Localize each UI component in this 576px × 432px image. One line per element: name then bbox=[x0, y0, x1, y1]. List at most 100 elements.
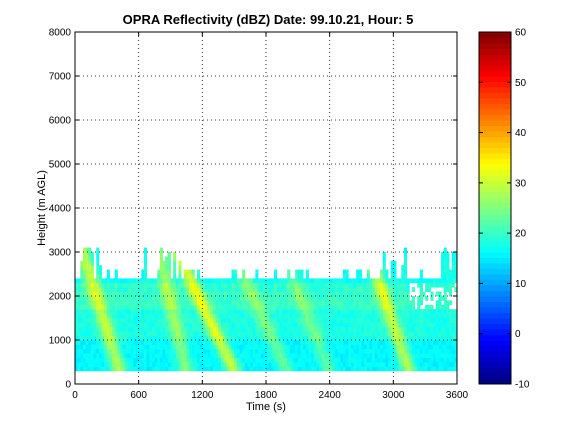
heatmap-cell bbox=[337, 313, 341, 319]
heatmap-cell bbox=[231, 278, 235, 284]
heatmap-cell bbox=[159, 366, 163, 372]
heatmap-cell bbox=[231, 318, 235, 323]
heatmap-cell bbox=[90, 362, 94, 367]
heatmap-cell bbox=[273, 340, 278, 345]
heatmap-cell bbox=[175, 278, 179, 284]
heatmap-cell bbox=[114, 282, 118, 288]
heatmap-cell bbox=[109, 357, 113, 363]
heatmap-cell bbox=[430, 357, 434, 363]
colorbar-segment bbox=[479, 202, 511, 209]
heatmap-cell bbox=[403, 287, 407, 292]
x-tick-label: 1800 bbox=[255, 390, 278, 401]
heatmap-cell bbox=[311, 344, 315, 350]
heatmap-cell bbox=[332, 318, 336, 323]
heatmap-cell bbox=[327, 282, 331, 288]
heatmap-cell bbox=[109, 362, 113, 367]
heatmap-cell bbox=[303, 326, 307, 332]
heatmap-cell bbox=[175, 282, 179, 288]
heatmap-cell bbox=[250, 291, 254, 297]
heatmap-cell bbox=[271, 335, 275, 341]
heatmap-cell bbox=[380, 335, 384, 341]
heatmap-cell bbox=[268, 357, 272, 363]
heatmap-cell bbox=[303, 344, 307, 350]
heatmap-cell bbox=[332, 282, 336, 288]
heatmap-cell bbox=[149, 304, 153, 310]
heatmap-cell bbox=[247, 331, 251, 336]
heatmap-cell bbox=[451, 340, 455, 345]
heatmap-cell bbox=[173, 252, 177, 257]
heatmap-cell bbox=[247, 357, 251, 363]
heatmap-cell bbox=[101, 357, 105, 363]
heatmap-cell bbox=[273, 366, 278, 372]
heatmap-cell bbox=[149, 322, 153, 328]
heatmap-cell bbox=[329, 278, 333, 284]
heatmap-cell bbox=[417, 282, 421, 288]
heatmap-cell bbox=[276, 313, 280, 319]
heatmap-cell bbox=[141, 278, 145, 284]
heatmap-cell bbox=[122, 362, 126, 367]
heatmap-cell bbox=[207, 287, 211, 292]
heatmap-cell bbox=[411, 353, 415, 358]
heatmap-cell bbox=[151, 304, 155, 310]
heatmap-cell bbox=[130, 291, 134, 297]
x-tick-label: 2400 bbox=[319, 390, 342, 401]
heatmap-cell bbox=[106, 326, 110, 332]
heatmap-cell bbox=[417, 278, 421, 284]
heatmap-cell bbox=[361, 304, 365, 310]
heatmap-cell bbox=[300, 366, 304, 372]
heatmap-cell bbox=[167, 362, 171, 367]
heatmap-cell bbox=[258, 313, 262, 319]
heatmap-cell bbox=[82, 247, 87, 253]
heatmap-cell bbox=[186, 282, 190, 288]
heatmap-cell bbox=[117, 344, 121, 350]
heatmap-cell bbox=[162, 300, 166, 306]
heatmap-cell bbox=[271, 278, 275, 284]
heatmap-cell bbox=[207, 326, 211, 332]
heatmap-cell bbox=[329, 348, 333, 354]
heatmap-cell bbox=[181, 291, 185, 297]
heatmap-cell bbox=[204, 348, 209, 354]
heatmap-cell bbox=[369, 304, 373, 310]
heatmap-cell bbox=[417, 335, 421, 341]
heatmap-cell bbox=[260, 287, 264, 292]
heatmap-cell bbox=[146, 304, 150, 310]
heatmap-cell bbox=[446, 287, 450, 292]
heatmap-cell bbox=[329, 287, 333, 292]
heatmap-cell bbox=[143, 278, 148, 284]
heatmap-cell bbox=[348, 331, 352, 336]
heatmap-cell bbox=[313, 291, 317, 297]
heatmap-cell bbox=[348, 335, 352, 341]
heatmap-cell bbox=[401, 274, 405, 279]
heatmap-cell bbox=[178, 291, 182, 297]
y-tick-label: 0 bbox=[65, 380, 71, 391]
heatmap-cell bbox=[443, 331, 447, 336]
heatmap-cell bbox=[210, 353, 214, 358]
heatmap-cell bbox=[342, 291, 346, 297]
heatmap-cell bbox=[327, 331, 331, 336]
heatmap-cell bbox=[170, 296, 174, 301]
heatmap-cell bbox=[425, 357, 429, 363]
heatmap-cell bbox=[80, 353, 84, 358]
heatmap-cell bbox=[173, 366, 177, 372]
heatmap-cell bbox=[122, 340, 126, 345]
heatmap-cell bbox=[266, 322, 270, 328]
heatmap-cell bbox=[358, 362, 362, 367]
heatmap-cell bbox=[228, 318, 232, 323]
heatmap-cell bbox=[425, 313, 429, 319]
heatmap-cell bbox=[226, 282, 230, 288]
heatmap-cell bbox=[273, 278, 278, 284]
heatmap-cell bbox=[337, 278, 341, 284]
heatmap-cell bbox=[395, 348, 400, 354]
heatmap-cell bbox=[311, 366, 315, 372]
heatmap-cell bbox=[234, 335, 238, 341]
heatmap-cell bbox=[382, 313, 386, 319]
heatmap-cell bbox=[308, 331, 312, 336]
heatmap-cell bbox=[372, 331, 376, 336]
heatmap-cell bbox=[382, 344, 386, 350]
heatmap-cell bbox=[279, 322, 283, 328]
heatmap-cell bbox=[268, 278, 272, 284]
heatmap-cell bbox=[242, 304, 246, 310]
heatmap-cell bbox=[403, 291, 407, 297]
heatmap-cell bbox=[419, 348, 423, 354]
heatmap-cell bbox=[443, 322, 447, 328]
